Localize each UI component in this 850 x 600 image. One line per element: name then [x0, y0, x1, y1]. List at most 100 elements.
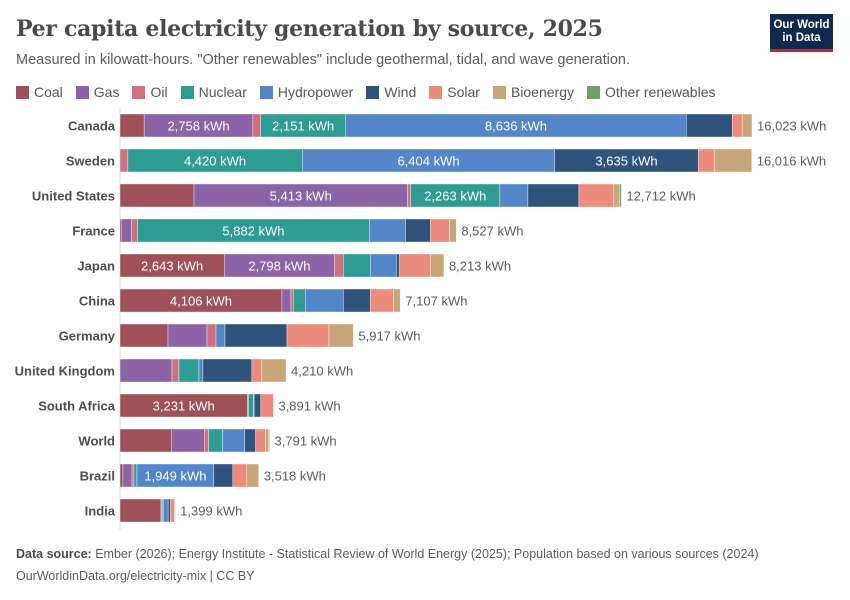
bar-segment-hydropower[interactable]	[369, 218, 406, 243]
bar-segment-nuclear[interactable]	[293, 288, 306, 313]
source-link[interactable]: OurWorldinData.org/electricity-mix | CC …	[16, 569, 255, 583]
bar-segment-solar[interactable]	[286, 323, 330, 348]
legend-item-oil[interactable]: Oil	[132, 84, 168, 100]
bar-segment-solar[interactable]	[232, 463, 248, 488]
segment-value-label: 4,420 kWh	[184, 154, 246, 169]
bar-segment-gas[interactable]	[119, 358, 173, 383]
bar-segment-oil[interactable]	[407, 183, 411, 208]
total-value-label: 3,791 kWh	[275, 434, 337, 449]
bar-segment-solar[interactable]	[170, 498, 175, 523]
bar-segment-wind[interactable]	[253, 393, 262, 418]
segment-value-label: 8,636 kWh	[485, 119, 547, 134]
owid-logo[interactable]: Our World in Data	[770, 14, 833, 52]
bar-segment-oil[interactable]	[131, 463, 135, 488]
bar-segment-gas[interactable]	[167, 323, 208, 348]
bar-segment-bioenergy[interactable]	[393, 288, 401, 313]
bar-segment-gas[interactable]	[171, 428, 205, 453]
bar-segment-other-renewables[interactable]	[619, 183, 622, 208]
bar-segment-bioenergy[interactable]	[174, 498, 176, 523]
legend-item-nuclear[interactable]: Nuclear	[180, 84, 247, 100]
bar-segment-bioenergy[interactable]	[246, 463, 259, 488]
category-label: Germany	[59, 329, 116, 344]
legend-item-bioenergy[interactable]: Bioenergy	[492, 84, 574, 100]
bar-segment-solar[interactable]	[697, 148, 715, 173]
category-label: Japan	[77, 259, 115, 274]
bar-segment-wind[interactable]	[343, 288, 371, 313]
bar-segment-coal[interactable]	[119, 218, 122, 243]
bar-segment-solar[interactable]	[251, 358, 263, 383]
bar-segment-bioenergy[interactable]	[714, 148, 752, 173]
bar-segment-oil[interactable]	[290, 288, 294, 313]
legend-label: Oil	[150, 84, 168, 100]
legend-item-wind[interactable]: Wind	[366, 84, 416, 100]
bar-segment-wind[interactable]	[244, 428, 256, 453]
bar-segment-bioenergy[interactable]	[613, 183, 621, 208]
bar-segment-hydropower[interactable]	[198, 358, 204, 383]
bar-segment-bioenergy[interactable]	[265, 428, 269, 453]
total-value-label: 12,712 kWh	[626, 189, 695, 204]
bar-segment-coal[interactable]	[119, 113, 145, 138]
bar-segment-solar[interactable]	[430, 218, 450, 243]
bar-segment-coal[interactable]	[119, 498, 162, 523]
bar-segment-bioenergy[interactable]	[261, 358, 287, 383]
segment-value-label: 1,949 kWh	[144, 469, 206, 484]
bar-segment-oil[interactable]	[334, 253, 344, 278]
bar-segment-wind[interactable]	[405, 218, 431, 243]
bar-segment-wind[interactable]	[202, 358, 253, 383]
legend-swatch	[429, 85, 443, 99]
bar-segment-solar[interactable]	[260, 393, 274, 418]
bar-segment-gas[interactable]	[121, 218, 132, 243]
bar-segment-wind[interactable]	[527, 183, 580, 208]
bar-segment-oil[interactable]	[119, 148, 129, 173]
bar-segment-hydropower[interactable]	[499, 183, 529, 208]
bar-segment-solar[interactable]	[578, 183, 615, 208]
category-label: World	[78, 434, 115, 449]
bar-segment-coal[interactable]	[119, 183, 195, 208]
bar-segment-coal[interactable]	[119, 463, 124, 488]
bar-segment-gas[interactable]	[122, 463, 133, 488]
bar-segment-gas[interactable]	[281, 288, 292, 313]
legend-item-coal[interactable]: Coal	[16, 84, 63, 100]
bar-segment-solar[interactable]	[370, 288, 394, 313]
bar-segment-hydropower[interactable]	[370, 253, 397, 278]
bar-segment-solar[interactable]	[399, 253, 431, 278]
segment-value-label: 3,635 kWh	[595, 154, 657, 169]
bar-segment-solar[interactable]	[732, 113, 743, 138]
total-value-label: 8,213 kWh	[449, 259, 511, 274]
bar-segment-solar[interactable]	[255, 428, 266, 453]
bar-segment-nuclear[interactable]	[178, 358, 200, 383]
bar-segment-oil[interactable]	[206, 323, 217, 348]
bar-segment-hydropower[interactable]	[215, 323, 226, 348]
legend-item-gas[interactable]: Gas	[75, 84, 119, 100]
bar-segment-nuclear[interactable]	[162, 498, 164, 523]
bar-segment-bioenergy[interactable]	[741, 113, 753, 138]
legend-item-hydropower[interactable]: Hydropower	[259, 84, 353, 100]
legend-swatch	[16, 85, 29, 99]
bar-segment-other-renewables[interactable]	[268, 428, 270, 453]
bar-segment-wind[interactable]	[396, 253, 400, 278]
legend-item-other-renewables[interactable]: Other renewables	[586, 84, 716, 100]
legend-item-solar[interactable]: Solar	[429, 84, 480, 100]
bar-segment-wind[interactable]	[167, 498, 171, 523]
bar-segment-nuclear[interactable]	[343, 253, 371, 278]
bar-segment-bioenergy[interactable]	[430, 253, 445, 278]
bar-segment-bioenergy[interactable]	[328, 323, 354, 348]
legend-label: Solar	[447, 84, 480, 100]
bar-segment-wind[interactable]	[213, 463, 234, 488]
bar-segment-oil[interactable]	[252, 113, 262, 138]
bar-segment-hydropower[interactable]	[305, 288, 344, 313]
bar-segment-hydropower[interactable]	[222, 428, 245, 453]
bar-segment-hydropower[interactable]	[163, 498, 169, 523]
bar-segment-bioenergy[interactable]	[449, 218, 457, 243]
bar-segment-coal[interactable]	[119, 428, 172, 453]
bar-segment-coal[interactable]	[119, 323, 169, 348]
bar-segment-nuclear[interactable]	[248, 393, 254, 418]
bar-segment-wind[interactable]	[686, 113, 733, 138]
bar-segment-nuclear[interactable]	[133, 463, 138, 488]
bar-segment-oil[interactable]	[171, 358, 180, 383]
bar-segment-oil[interactable]	[131, 218, 138, 243]
bar-segment-nuclear[interactable]	[208, 428, 223, 453]
bar-segment-wind[interactable]	[224, 323, 288, 348]
bar-segment-oil[interactable]	[204, 428, 209, 453]
